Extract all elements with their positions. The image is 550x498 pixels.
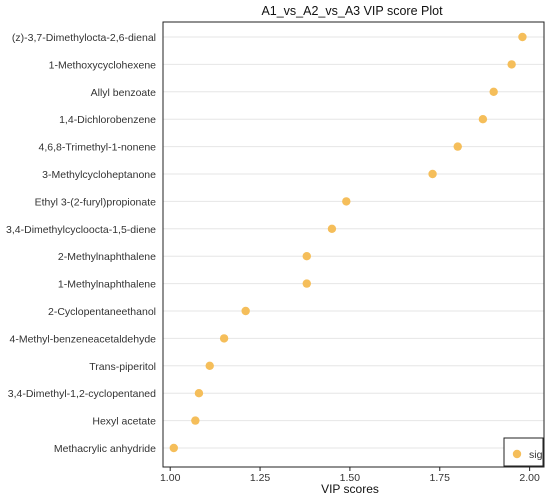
category-label: 2-Methylnaphthalene xyxy=(58,251,156,263)
data-point xyxy=(478,115,488,124)
category-label: (z)-3,7-Dimethylocta-2,6-dienal xyxy=(12,32,156,44)
plot-frame xyxy=(162,21,545,468)
x-tick-label: 1.25 xyxy=(250,472,271,484)
category-label: 1-Methylnaphthalene xyxy=(58,279,156,291)
data-point xyxy=(241,306,250,316)
category-label: 3,4-Dimethylcycloocta-1,5-diene xyxy=(6,224,156,236)
data-points xyxy=(169,32,527,453)
x-tick-label: 1.00 xyxy=(160,472,181,484)
category-label: 3-Methylcycloheptanone xyxy=(42,169,156,181)
data-point xyxy=(169,443,178,453)
data-point xyxy=(302,252,311,261)
data-point xyxy=(302,279,311,288)
data-point xyxy=(507,60,516,69)
category-label: 2-Cyclopentaneethanol xyxy=(48,306,156,318)
x-tick-label: 2.00 xyxy=(519,472,540,484)
x-tick-label: 1.75 xyxy=(430,472,451,484)
data-point xyxy=(342,197,351,206)
category-label: Allyl benzoate xyxy=(91,87,157,99)
data-point xyxy=(428,169,437,179)
x-axis-label: VIP scores xyxy=(321,482,379,496)
x-tick-label: 1.50 xyxy=(340,472,361,484)
category-label: Ethyl 3-(2-furyl)propionate xyxy=(35,196,157,208)
data-point xyxy=(453,142,462,151)
data-point xyxy=(518,32,527,42)
category-label: 4,6,8-Trimethyl-1-nonene xyxy=(39,142,157,154)
legend-marker xyxy=(512,449,522,459)
data-point xyxy=(194,389,204,398)
data-point xyxy=(489,87,498,97)
category-labels: (z)-3,7-Dimethylocta-2,6-dienal 1-Methoxy… xyxy=(6,32,156,455)
data-point xyxy=(191,416,200,425)
category-label: 3,4-Dimethyl-1,2-cyclopentaned xyxy=(8,388,156,400)
category-label: 1,4-Dichlorobenzene xyxy=(59,114,156,126)
legend: sig xyxy=(503,437,544,467)
category-label: Hexyl acetate xyxy=(92,416,156,428)
data-point xyxy=(219,334,229,343)
x-axis-ticks: 1.00 1.25 1.50 1.75 2.00 xyxy=(160,467,540,484)
category-label: Trans-piperitol xyxy=(89,361,156,373)
legend-box xyxy=(503,437,544,467)
category-label: 1-Methoxycyclohexene xyxy=(49,59,157,71)
data-point xyxy=(327,224,337,233)
legend-label: sig xyxy=(529,449,543,461)
category-label: 4-Methyl-benzeneacetaldehyde xyxy=(9,333,156,345)
grid-layer xyxy=(163,36,544,449)
chart-title: A1_vs_A2_vs_A3 VIP score Plot xyxy=(261,4,443,18)
category-label: Methacrylic anhydride xyxy=(54,443,156,455)
data-point xyxy=(205,361,214,370)
